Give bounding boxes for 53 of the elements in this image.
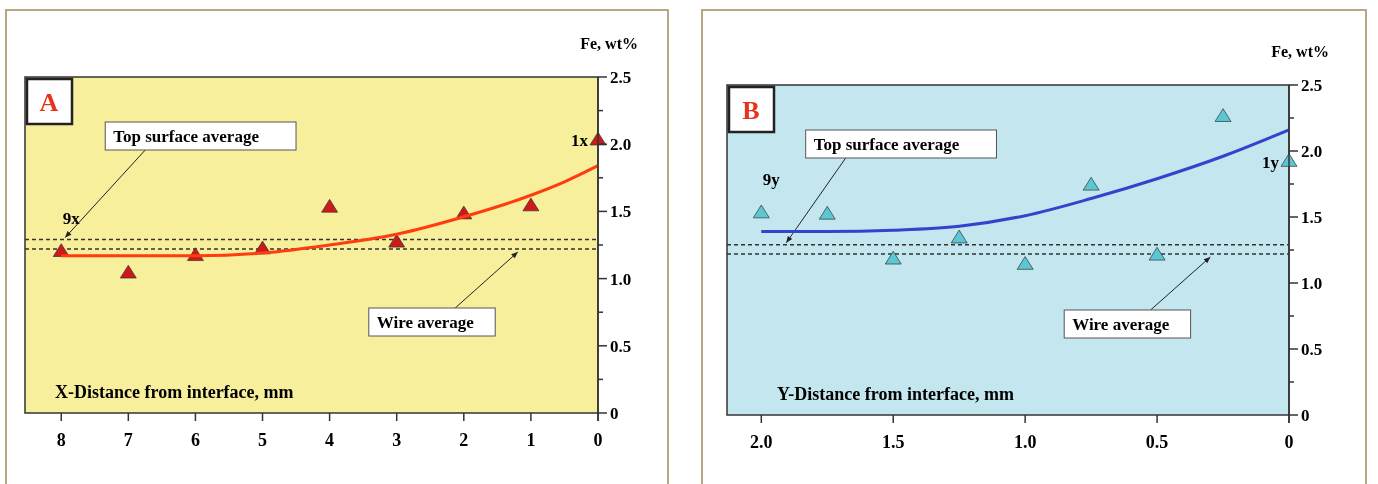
y-tick-label: 1.5 [610, 202, 632, 222]
ref-line-label: Wire average [376, 313, 475, 332]
x-tick-label: 0 [593, 430, 603, 450]
point [1148, 246, 1166, 261]
x-tick-label: 5 [258, 430, 268, 450]
x-axis-title: X-Distance from interface, mm [55, 382, 294, 402]
point [752, 204, 770, 219]
point [1016, 256, 1034, 270]
ref-line-label: Wire average [1072, 315, 1170, 334]
x-tick-label: 1.5 [881, 432, 905, 452]
y-tick-label: 2.0 [1301, 142, 1323, 161]
ref-line-label: Top surface average [113, 127, 260, 146]
x-tick-label: 1.0 [1013, 432, 1037, 452]
x-tick-label: 3 [392, 430, 402, 450]
point [884, 250, 902, 265]
y-tick-label: 0.5 [1301, 340, 1323, 359]
point [818, 206, 836, 220]
line-series [759, 128, 1291, 234]
x-tick-label: 1 [526, 430, 536, 450]
annotation: 1y [1262, 152, 1280, 172]
annotation: 9x [62, 208, 81, 228]
x-tick-label: 4 [325, 430, 335, 450]
x-tick-label: 8 [56, 430, 66, 450]
x-tick-label: 0 [1284, 432, 1294, 452]
annotation: 1x [571, 131, 589, 151]
y-axis-title: Fe, wt% [580, 35, 638, 52]
point [119, 264, 137, 279]
y-tick-label: 0 [610, 404, 619, 423]
point [522, 197, 540, 212]
y-tick-label: 2.5 [610, 68, 632, 87]
x-axis-title: Y-Distance from interface, mm [777, 384, 1014, 404]
point [950, 229, 968, 244]
y-tick-label: 1.0 [610, 269, 632, 289]
y-tick-label: 1.5 [1301, 208, 1323, 227]
point [321, 199, 338, 213]
x-tick-label: 7 [123, 430, 133, 450]
point [388, 233, 406, 248]
y-tick-label: 1.0 [1301, 274, 1323, 293]
y-axis-title: Fe, wt% [1271, 43, 1329, 60]
annotation: 9y [762, 170, 781, 190]
x-tick-label: 6 [190, 430, 200, 450]
chart-title: B [742, 96, 760, 125]
y-tick-label: 2.0 [610, 135, 632, 155]
y-tick-label: 0 [1301, 406, 1310, 425]
x-tick-label: 2 [459, 430, 469, 450]
ref-line-label: Top surface average [813, 135, 960, 154]
y-tick-label: 2.5 [1301, 76, 1323, 95]
x-tick-label: 0.5 [1145, 432, 1169, 452]
chart-title: A [39, 88, 59, 117]
point [1082, 176, 1100, 191]
y-tick-label: 0.5 [610, 336, 632, 356]
point [1214, 108, 1232, 122]
x-tick-label: 2.0 [750, 432, 773, 452]
